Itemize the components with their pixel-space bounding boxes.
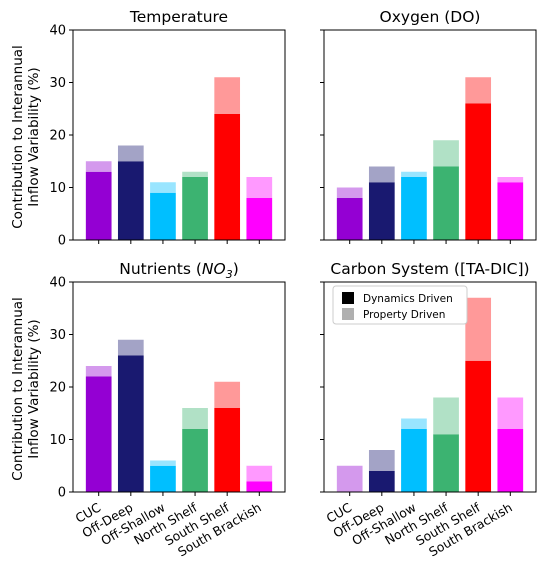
bar-property-south-brackish: [246, 177, 273, 198]
y-axis-label-bottom: Contribution to Interannual Inflow Varia…: [10, 297, 42, 481]
bar-property-off-shallow: [150, 460, 176, 466]
bar-dynamics-off-shallow: [401, 177, 427, 240]
y-tick-label: 20: [49, 381, 66, 396]
y-tick-label: 0: [58, 486, 66, 501]
panel-2: Oxygen (DO): [320, 8, 537, 244]
y-axis-label-line2: Inflow Variability (%): [26, 67, 42, 206]
bar-dynamics-off-deep: [368, 182, 395, 240]
bar-property-north-shelf: [433, 140, 459, 167]
y-tick-label: 30: [49, 76, 66, 91]
bar-dynamics-south-brackish: [497, 182, 524, 240]
bar-dynamics-off-deep: [368, 471, 395, 492]
bar-property-cuc: [336, 187, 363, 198]
bar-property-south-shelf: [214, 381, 241, 408]
bar-property-off-shallow: [401, 171, 427, 177]
bar-property-north-shelf: [182, 408, 208, 429]
bar-property-south-shelf: [465, 297, 492, 361]
bar-property-north-shelf: [182, 171, 208, 177]
bar-property-south-brackish: [497, 397, 524, 429]
bar-dynamics-south-brackish: [246, 198, 273, 240]
bar-property-south-shelf: [465, 77, 492, 104]
bar-property-off-shallow: [150, 182, 176, 193]
legend-swatch: [342, 292, 354, 304]
bar-property-south-shelf: [214, 77, 241, 114]
panels: 0 10 20 30 40 Temperature Oxygen (DO) 0 10 20 30 40…: [49, 8, 537, 559]
bar-property-off-deep: [117, 339, 144, 356]
bar-dynamics-north-shelf: [182, 429, 208, 492]
bar-dynamics-south-shelf: [214, 114, 241, 240]
y-axis-label-line2: Inflow Variability (%): [26, 319, 42, 458]
bar-dynamics-cuc: [85, 376, 112, 492]
bar-property-off-deep: [368, 450, 395, 471]
legend-label: Dynamics Driven: [363, 293, 453, 305]
bar-dynamics-south-brackish: [497, 429, 524, 492]
bar-dynamics-cuc: [85, 171, 112, 240]
y-tick-label: 20: [49, 129, 66, 144]
bar-dynamics-south-shelf: [214, 408, 241, 492]
bar-dynamics-off-shallow: [150, 465, 176, 492]
bar-property-south-brackish: [246, 465, 273, 482]
y-tick-label: 40: [49, 24, 66, 39]
legend-swatch: [342, 308, 354, 320]
bar-property-south-brackish: [497, 177, 524, 183]
legend-label: Property Driven: [363, 309, 445, 321]
y-axis-label-top: Contribution to Interannual Inflow Varia…: [10, 45, 42, 229]
y-tick-label: 30: [49, 328, 66, 343]
y-axis-label-line1: Contribution to Interannual: [10, 45, 26, 229]
bar-property-off-deep: [117, 145, 144, 162]
bar-dynamics-north-shelf: [182, 177, 208, 240]
y-tick-label: 0: [58, 234, 66, 249]
bar-dynamics-cuc: [336, 198, 363, 240]
legend-box: [332, 285, 468, 325]
panel-title: Oxygen (DO): [380, 8, 481, 26]
panel-title: Nutrients (NO3): [119, 260, 239, 281]
bar-dynamics-off-shallow: [401, 429, 427, 492]
bar-dynamics-north-shelf: [433, 166, 459, 240]
bar-property-cuc: [85, 161, 112, 172]
bar-property-cuc: [336, 465, 363, 492]
legend: Dynamics Driven Property Driven: [332, 285, 468, 325]
bar-dynamics-off-shallow: [150, 192, 176, 240]
bar-dynamics-south-shelf: [465, 103, 492, 240]
bar-dynamics-off-deep: [117, 355, 144, 492]
bar-property-cuc: [85, 366, 112, 377]
y-tick-label: 10: [49, 433, 66, 448]
panel-title: Temperature: [129, 8, 228, 26]
bar-dynamics-south-brackish: [246, 481, 273, 492]
bar-dynamics-south-shelf: [465, 360, 492, 492]
y-tick-label: 40: [49, 276, 66, 291]
panel-title: Carbon System ([TA-DIC]): [330, 260, 529, 278]
panel-1: 0 10 20 30 40 Temperature: [49, 8, 286, 249]
bar-property-off-shallow: [401, 418, 427, 429]
bar-property-off-deep: [368, 166, 395, 183]
y-tick-label: 10: [49, 181, 66, 196]
bar-dynamics-north-shelf: [433, 434, 459, 492]
bar-dynamics-off-deep: [117, 161, 144, 240]
y-axis-label-line1: Contribution to Interannual: [10, 297, 26, 481]
bar-property-north-shelf: [433, 397, 459, 435]
